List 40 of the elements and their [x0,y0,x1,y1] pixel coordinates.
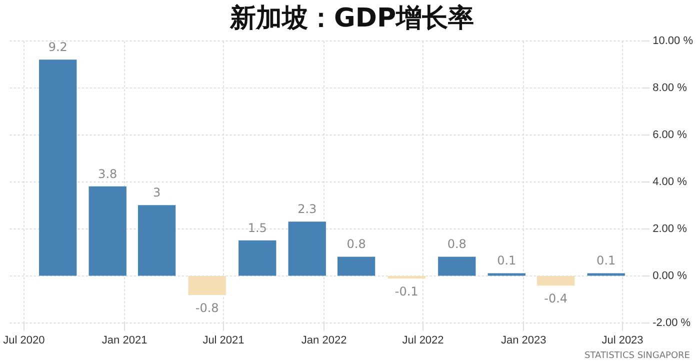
x-tick-label: Jul 2021 [202,334,244,346]
bar [388,276,426,279]
data-label: 3.8 [98,166,118,181]
data-label: 3 [152,186,161,200]
chart-title: 新加坡：GDP增长率 [229,3,474,34]
x-tick-label: Jan 2023 [500,334,546,346]
data-label: 0.1 [596,254,616,268]
text: STATISTICS SINGAPORE [584,350,690,361]
bar [288,222,326,276]
y-tick-label: 4.00 % [652,176,688,188]
y-tick-label: 6.00 % [652,129,688,142]
bar [39,60,77,276]
bar [337,256,376,276]
y-tick-label: 10.00 % [652,35,694,48]
y-tick-label: 2.00 % [652,222,688,235]
bar [88,186,126,276]
bar [438,256,476,276]
data-label: 2.3 [298,202,317,216]
data-label: -0.1 [394,284,418,298]
bar [188,276,226,295]
data-label: 9.2 [48,40,68,54]
bar [138,205,176,276]
x-tick-label: Jul 2020 [3,334,45,346]
data-label: 1.5 [248,220,267,235]
bar [238,240,276,276]
data-label: 0.1 [497,254,516,268]
data-label: -0.8 [195,300,219,315]
x-tick-label: Jul 2022 [402,334,444,346]
data-label: 0.8 [346,237,366,252]
x-tick-label: Jan 2021 [102,334,148,346]
y-tick-label: -2.00 % [652,316,691,329]
bar [587,273,625,276]
bar [536,276,575,286]
y-tick-label: 0.00 % [652,270,688,282]
data-label: 0.8 [447,237,466,252]
y-tick-label: 8.00 % [652,82,688,94]
x-tick-label: Jan 2022 [301,334,347,346]
bar [488,273,526,276]
data-label: -0.4 [544,291,568,306]
x-tick-label: Jul 2023 [602,334,644,346]
